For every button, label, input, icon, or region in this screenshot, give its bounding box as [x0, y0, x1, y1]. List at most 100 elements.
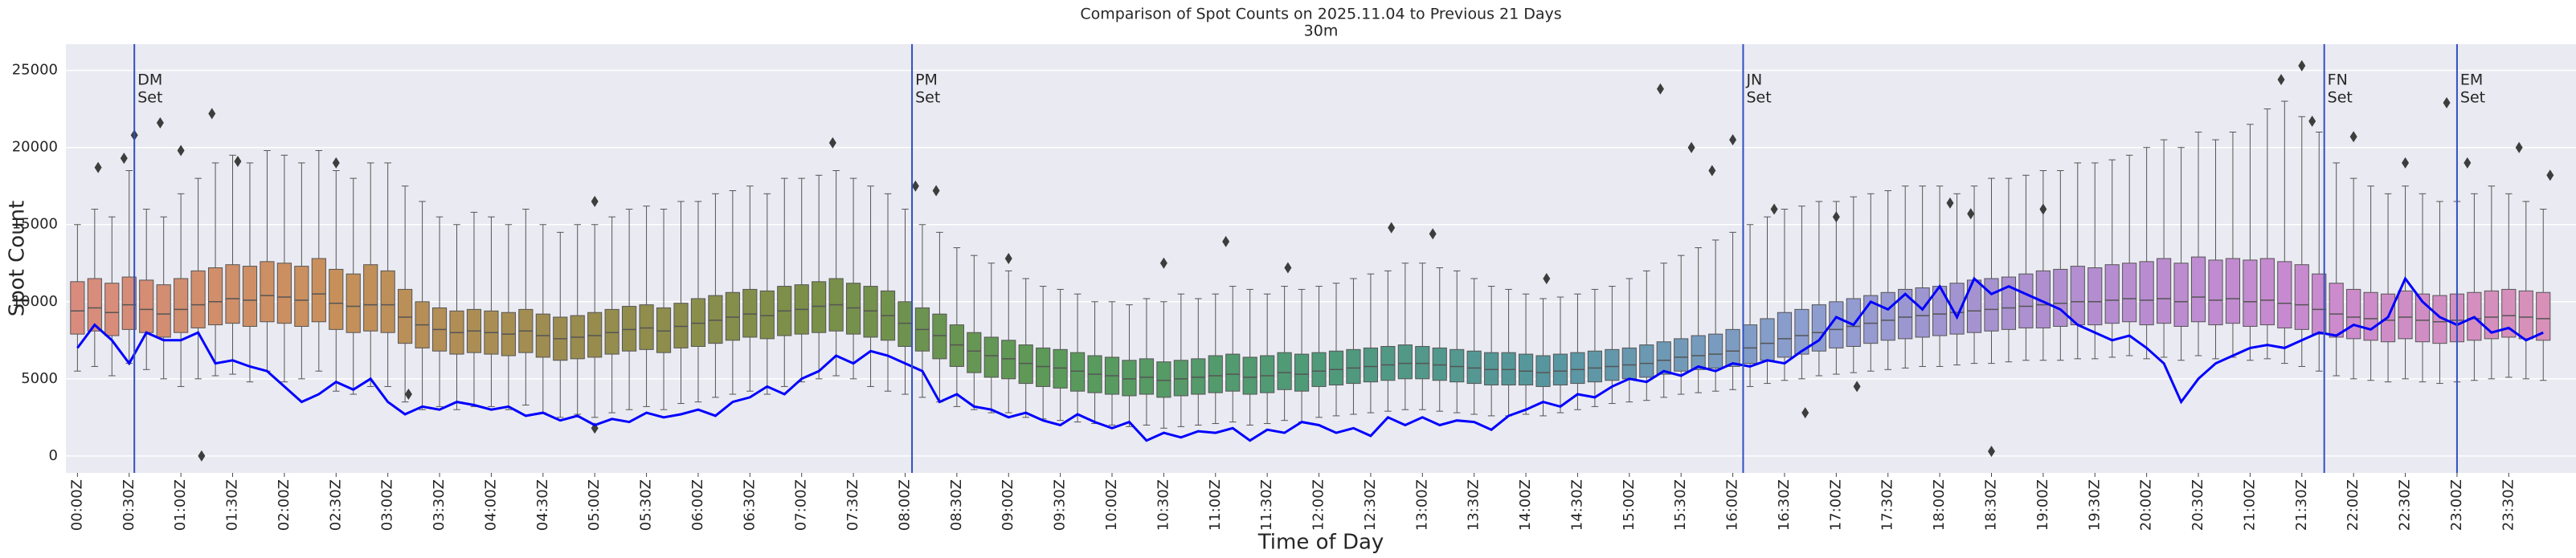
outlier: [1801, 407, 1809, 419]
y-tick-label: 20000: [12, 139, 58, 156]
outlier: [332, 157, 340, 169]
box: [1811, 304, 1826, 352]
box: [1018, 344, 1033, 385]
y-tick-label: 10000: [12, 293, 58, 310]
box: [1742, 324, 1758, 365]
outlier: [591, 195, 599, 207]
box: [329, 268, 344, 330]
outlier: [1284, 262, 1292, 274]
box: [1674, 338, 1689, 372]
x-tick-label: 12:00Z: [1310, 479, 1327, 531]
outlier: [1656, 83, 1664, 95]
box: [759, 290, 775, 340]
x-tick-label: 14:30Z: [1568, 479, 1585, 531]
box: [1001, 340, 1016, 380]
box: [2208, 259, 2223, 326]
x-tick-label: 00:30Z: [121, 479, 137, 531]
box: [2363, 291, 2378, 341]
outlier: [828, 136, 836, 149]
x-tick-label: 04:00Z: [482, 479, 499, 531]
outlier: [2349, 131, 2357, 143]
x-axis-label: Time of Day: [1257, 531, 1384, 555]
box: [1139, 358, 1155, 395]
box: [725, 291, 740, 341]
box: [1225, 353, 1241, 392]
box: [1949, 283, 1965, 335]
chart-subtitle: 30m: [1304, 22, 1339, 40]
box: [1242, 356, 1257, 395]
outlier: [1388, 222, 1396, 234]
outlier: [1222, 235, 1230, 247]
box: [742, 288, 758, 338]
box: [1691, 335, 1706, 370]
box: [398, 288, 413, 344]
box: [2053, 268, 2068, 328]
x-tick-label: 14:00Z: [1517, 479, 1534, 531]
box: [2190, 256, 2206, 323]
y-tick-label: 25000: [12, 62, 58, 79]
x-tick-label: 16:00Z: [1724, 479, 1741, 531]
outlier: [2298, 59, 2306, 71]
outlier: [120, 153, 128, 165]
box: [587, 312, 603, 358]
box: [1036, 347, 1051, 387]
box: [846, 283, 861, 335]
box: [2157, 258, 2172, 324]
x-tick-label: 17:30Z: [1879, 479, 1896, 531]
box: [2398, 290, 2413, 340]
box: [1898, 288, 1913, 340]
x-tick-label: 23:00Z: [2448, 479, 2465, 531]
box: [1380, 345, 1396, 381]
reference-label: Set: [2328, 89, 2353, 107]
x-tick-label: 06:30Z: [741, 479, 758, 531]
outlier: [1853, 381, 1861, 393]
y-axis-label: Spot Count: [6, 201, 30, 317]
x-tick-label: 09:00Z: [1000, 479, 1016, 531]
outlier: [1429, 228, 1437, 240]
x-tick-label: 10:00Z: [1103, 479, 1120, 531]
x-tick-label: 06:00Z: [689, 479, 706, 531]
box: [1639, 344, 1654, 378]
x-tick-label: 05:00Z: [586, 479, 603, 531]
box: [1466, 350, 1482, 385]
x-tick-label: 11:30Z: [1258, 479, 1275, 531]
box: [1208, 355, 1223, 393]
box: [104, 283, 120, 336]
x-tick-label: 13:30Z: [1466, 479, 1482, 531]
x-tick-label: 15:00Z: [1621, 479, 1638, 531]
box: [1277, 352, 1292, 390]
outlier: [2308, 116, 2316, 128]
outlier: [932, 185, 940, 197]
outlier: [177, 145, 185, 157]
box: [1656, 341, 1671, 375]
box: [690, 298, 706, 347]
outlier: [2515, 141, 2523, 153]
x-tick-label: 16:30Z: [1776, 479, 1793, 531]
x-tick-label: 08:00Z: [896, 479, 913, 531]
x-tick-label: 05:30Z: [638, 479, 655, 531]
box: [311, 258, 326, 323]
y-tick-label: 15000: [12, 216, 58, 233]
box: [2501, 288, 2517, 338]
box: [139, 279, 154, 333]
x-tick-label: 13:00Z: [1413, 479, 1430, 531]
reference-label: Set: [137, 89, 162, 107]
box: [1605, 348, 1620, 381]
outlier: [1987, 446, 1995, 458]
x-tick-label: 02:30Z: [327, 479, 344, 531]
x-tick-label: 03:30Z: [431, 479, 448, 531]
reference-label: DM: [137, 71, 162, 89]
box: [1915, 287, 1930, 338]
outlier: [404, 389, 412, 401]
box: [1397, 344, 1413, 380]
box: [2018, 273, 2034, 328]
box: [1173, 360, 1188, 397]
x-tick-label: 19:00Z: [2034, 479, 2051, 531]
x-tick-label: 21:00Z: [2241, 479, 2258, 531]
outlier: [2039, 203, 2047, 215]
x-tick-label: 22:00Z: [2345, 479, 2361, 531]
x-tick-label: 00:00Z: [68, 479, 85, 531]
box: [87, 278, 102, 332]
outlier: [1004, 253, 1012, 264]
